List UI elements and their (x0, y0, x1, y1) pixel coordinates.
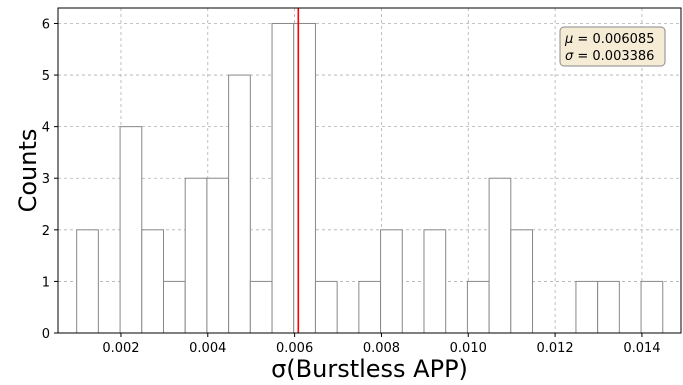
histogram-bar (119, 126, 143, 334)
stats-box-background (559, 26, 666, 67)
y-tick-label: 1 (42, 275, 50, 290)
histogram-bar (466, 280, 490, 334)
histogram-bar (184, 177, 208, 334)
y-tick-label: 6 (42, 17, 50, 32)
y-tick-label: 5 (42, 69, 50, 84)
histogram-bar (423, 229, 447, 334)
y-tick-label: 2 (42, 224, 50, 239)
x-tick-label: 0.006 (276, 341, 313, 356)
histogram-bar (162, 280, 186, 334)
std-symbol: σ (565, 49, 574, 64)
histogram-bar (597, 280, 620, 334)
y-axis-ticks: 0 1 2 3 4 5 6 (42, 17, 58, 342)
x-tick-label: 0.002 (102, 341, 139, 356)
x-tick-label: 0.004 (189, 341, 226, 356)
histogram-bar (206, 177, 230, 334)
x-tick-label: 0.010 (450, 341, 487, 356)
histogram-bar (380, 229, 403, 334)
std-stat: σ = 0.003386 (565, 49, 654, 64)
histogram-bar (575, 280, 599, 334)
histogram-bar (640, 280, 664, 334)
histogram-bar (141, 229, 164, 334)
std-value: = 0.003386 (573, 49, 654, 64)
histogram-bar (249, 280, 273, 334)
plot-frame (57, 7, 682, 334)
mean-symbol: μ (564, 32, 573, 47)
y-axis-label: Counts (14, 129, 42, 213)
histogram-bar (358, 280, 382, 334)
mean-value: = 0.006085 (573, 32, 654, 47)
histogram-bar (488, 177, 512, 334)
histogram-bar (76, 229, 99, 334)
histogram-bar (314, 280, 338, 334)
y-tick-label: 3 (42, 172, 50, 187)
histogram-bar (228, 74, 251, 334)
histogram-bar (271, 22, 295, 334)
mean-stat: μ = 0.006085 (564, 32, 654, 47)
histogram-bar (510, 229, 534, 334)
x-axis-ticks: 0.002 0.004 0.006 0.008 0.010 0.012 0.014 (102, 333, 661, 356)
x-axis-label: σ(Burstless APP) (271, 355, 468, 383)
stats-legend-box: μ = 0.006085 σ = 0.003386 (559, 26, 666, 67)
y-tick-label: 4 (42, 121, 50, 136)
x-tick-label: 0.012 (536, 341, 573, 356)
x-tick-label: 0.008 (363, 341, 400, 356)
histogram-bar (293, 22, 316, 334)
y-tick-label: 0 (42, 327, 50, 342)
x-tick-label: 0.014 (623, 341, 660, 356)
